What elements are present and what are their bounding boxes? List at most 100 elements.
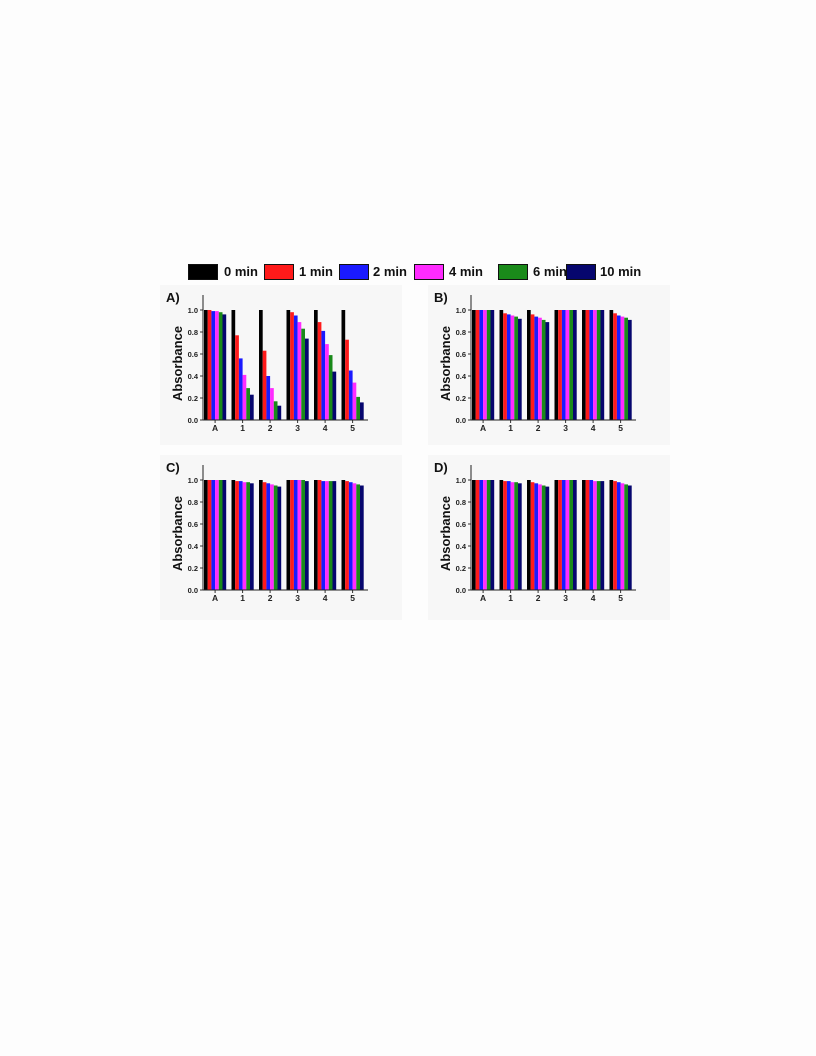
bar-1-6-min — [514, 316, 518, 420]
bar-a-6-min — [486, 310, 491, 420]
legend-swatch — [264, 264, 294, 280]
y-tick-label: 0.6 — [188, 520, 198, 529]
bar-a-1-min — [207, 310, 212, 420]
x-tick-label: 3 — [563, 423, 568, 433]
legend-label: 6 min — [533, 264, 567, 279]
bar-1-0-min — [499, 480, 504, 590]
bar-2-0-min — [527, 310, 531, 420]
legend: 0 min 1 min 2 min 4 min 6 min 10 min — [188, 262, 658, 282]
y-tick-label: 0.0 — [456, 586, 466, 595]
bar-1-2-min — [506, 314, 511, 420]
y-tick-label: 1.0 — [456, 306, 466, 315]
bar-5-1-min — [345, 339, 349, 420]
y-tick-label: 0.0 — [188, 416, 198, 425]
bar-4-10-min — [332, 481, 337, 590]
bar-5-1-min — [613, 313, 617, 420]
bar-3-0-min — [286, 310, 291, 420]
bar-4-2-min — [589, 480, 594, 590]
bar-5-2-min — [348, 482, 353, 590]
bar-1-2-min — [238, 481, 243, 590]
bar-2-2-min — [534, 316, 539, 420]
x-tick-label: 5 — [350, 423, 355, 433]
bar-3-10-min — [305, 338, 309, 420]
x-tick-label: 5 — [618, 593, 623, 603]
x-tick-label: 2 — [268, 423, 273, 433]
bar-5-6-min — [624, 484, 628, 590]
bar-5-10-min — [360, 485, 364, 590]
bar-2-1-min — [530, 314, 535, 420]
bar-3-1-min — [558, 480, 562, 590]
x-tick-label: 4 — [323, 593, 328, 603]
y-tick-label: 0.2 — [456, 564, 466, 573]
x-tick-label: 2 — [268, 593, 273, 603]
y-tick-label: 0.4 — [188, 542, 199, 551]
bar-1-4-min — [510, 482, 515, 590]
bar-a-2-min — [211, 311, 216, 420]
y-tick-label: 0.2 — [456, 394, 466, 403]
bar-3-1-min — [290, 312, 294, 420]
bar-1-6-min — [246, 482, 250, 590]
bar-1-0-min — [231, 480, 236, 590]
bar-4-0-min — [314, 480, 318, 590]
y-tick-label: 0.4 — [456, 372, 467, 381]
bar-a-0-min — [472, 480, 476, 590]
bar-4-4-min — [325, 481, 329, 590]
bar-4-10-min — [332, 371, 337, 420]
x-tick-label: 1 — [508, 593, 513, 603]
bar-4-4-min — [325, 344, 329, 420]
y-tick-label: 0.8 — [456, 498, 466, 507]
bar-3-4-min — [565, 310, 570, 420]
legend-swatch — [498, 264, 528, 280]
bar-2-10-min — [277, 405, 282, 420]
x-tick-label: 1 — [240, 593, 245, 603]
x-tick-label: 4 — [323, 423, 328, 433]
bar-5-10-min — [628, 319, 632, 420]
bar-4-0-min — [582, 310, 586, 420]
bar-3-2-min — [561, 310, 566, 420]
bar-a-2-min — [479, 310, 484, 420]
chart-svg: A) Absorbance 0.0 0.2 0.4 0.6 0.8 1.0 A 1 2 3 4 5 — [166, 290, 368, 433]
bar-1-4-min — [242, 374, 247, 420]
x-tick-label: 3 — [563, 593, 568, 603]
bar-1-0-min — [231, 310, 236, 420]
y-tick-label: 0.2 — [188, 394, 198, 403]
y-tick-label: 0.4 — [456, 542, 467, 551]
bar-2-6-min — [541, 319, 546, 420]
bar-3-10-min — [305, 481, 309, 590]
chart-svg: D) Absorbance 0.0 0.2 0.4 0.6 0.8 1.0 A 1 2 3 4 5 — [434, 460, 636, 603]
bar-2-1-min — [262, 350, 267, 420]
bar-5-2-min — [348, 370, 353, 420]
bar-5-0-min — [609, 310, 614, 420]
y-tick-label: 1.0 — [188, 476, 198, 485]
bar-a-4-min — [483, 480, 487, 590]
bar-2-10-min — [545, 322, 550, 420]
y-tick-label: 1.0 — [456, 476, 466, 485]
x-tick-label: A — [480, 423, 486, 433]
bar-4-2-min — [321, 481, 326, 590]
bar-5-0-min — [341, 310, 346, 420]
bar-4-10-min — [600, 481, 605, 590]
bar-4-1-min — [317, 480, 322, 590]
bar-3-10-min — [573, 310, 577, 420]
y-tick-label: 0.6 — [456, 350, 466, 359]
panel-label: D) — [434, 460, 448, 475]
bar-a-1-min — [207, 480, 212, 590]
x-tick-label: 2 — [536, 423, 541, 433]
bar-3-0-min — [554, 480, 559, 590]
bar-4-1-min — [585, 310, 590, 420]
y-axis-label: Absorbance — [438, 496, 453, 571]
bar-a-6-min — [218, 312, 223, 420]
bar-a-0-min — [204, 480, 208, 590]
legend-swatch — [188, 264, 218, 280]
bar-1-1-min — [503, 481, 507, 590]
bar-1-10-min — [250, 483, 254, 590]
bar-a-0-min — [472, 310, 476, 420]
bar-5-6-min — [356, 484, 360, 590]
y-tick-label: 1.0 — [188, 306, 198, 315]
y-tick-label: 0.8 — [188, 328, 198, 337]
bar-a-10-min — [222, 314, 227, 420]
bar-5-6-min — [356, 396, 360, 420]
x-tick-label: 2 — [536, 593, 541, 603]
legend-label: 10 min — [600, 264, 642, 279]
